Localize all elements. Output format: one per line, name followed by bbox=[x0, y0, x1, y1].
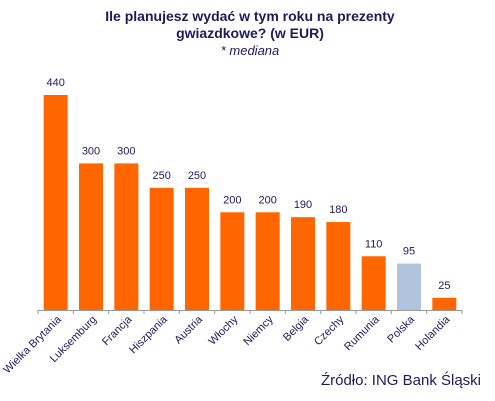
chart-subtitle: * mediana bbox=[220, 43, 280, 58]
value-label-polska: 95 bbox=[403, 246, 415, 258]
value-label-wielka-brytania: 440 bbox=[46, 77, 64, 89]
bar-belgia bbox=[291, 217, 315, 310]
value-label-czechy: 180 bbox=[329, 204, 347, 216]
chart-title: Ile planujesz wydać w tym roku na prezen… bbox=[70, 8, 430, 59]
category-label-wielka-brytania: Wielka Brytania bbox=[1, 313, 64, 376]
value-label-francja: 300 bbox=[117, 145, 135, 157]
value-label-luksemburg: 300 bbox=[82, 145, 100, 157]
bar-luksemburg bbox=[79, 163, 103, 310]
bar-rumunia bbox=[361, 256, 386, 310]
bar-niemcy bbox=[255, 212, 280, 310]
category-label-rumunia: Rumunia bbox=[342, 313, 382, 353]
value-label-hiszpania: 250 bbox=[152, 170, 170, 182]
category-label-austria: Austria bbox=[172, 313, 205, 346]
category-label-hiszpania: Hiszpania bbox=[127, 313, 170, 356]
bar-hiszpania bbox=[149, 187, 174, 310]
value-label-niemcy: 200 bbox=[258, 194, 276, 206]
category-label-czechy: Czechy bbox=[312, 313, 347, 348]
chart-title-line-2: gwiazdkowe? (w EUR) bbox=[176, 25, 324, 41]
bar-austria bbox=[185, 187, 209, 310]
value-label-rumunia: 110 bbox=[365, 238, 383, 250]
value-label-belgia: 190 bbox=[294, 199, 312, 211]
source-label: Źródło: ING Bank Śląski bbox=[320, 372, 481, 389]
bar-polska bbox=[397, 263, 421, 310]
category-label-belgia: Belgia bbox=[281, 313, 312, 344]
bar-francja bbox=[114, 163, 139, 310]
value-label-austria: 250 bbox=[188, 170, 206, 182]
bar-czechy bbox=[326, 222, 351, 310]
category-label-polska: Polska bbox=[385, 313, 417, 345]
bar-wielka-brytania bbox=[43, 95, 68, 310]
bar-wlochy bbox=[220, 212, 245, 310]
chart-title-line-1: Ile planujesz wydać w tym roku na prezen… bbox=[105, 8, 395, 24]
value-label-holandia: 25 bbox=[438, 280, 450, 292]
category-label-francja: Francja bbox=[100, 313, 135, 348]
bar-holandia bbox=[432, 297, 457, 310]
category-label-niemcy: Niemcy bbox=[241, 313, 276, 348]
category-label-wlochy: Włochy bbox=[206, 313, 240, 347]
category-label-holandia: Holandia bbox=[413, 313, 453, 353]
value-label-wlochy: 200 bbox=[223, 194, 241, 206]
